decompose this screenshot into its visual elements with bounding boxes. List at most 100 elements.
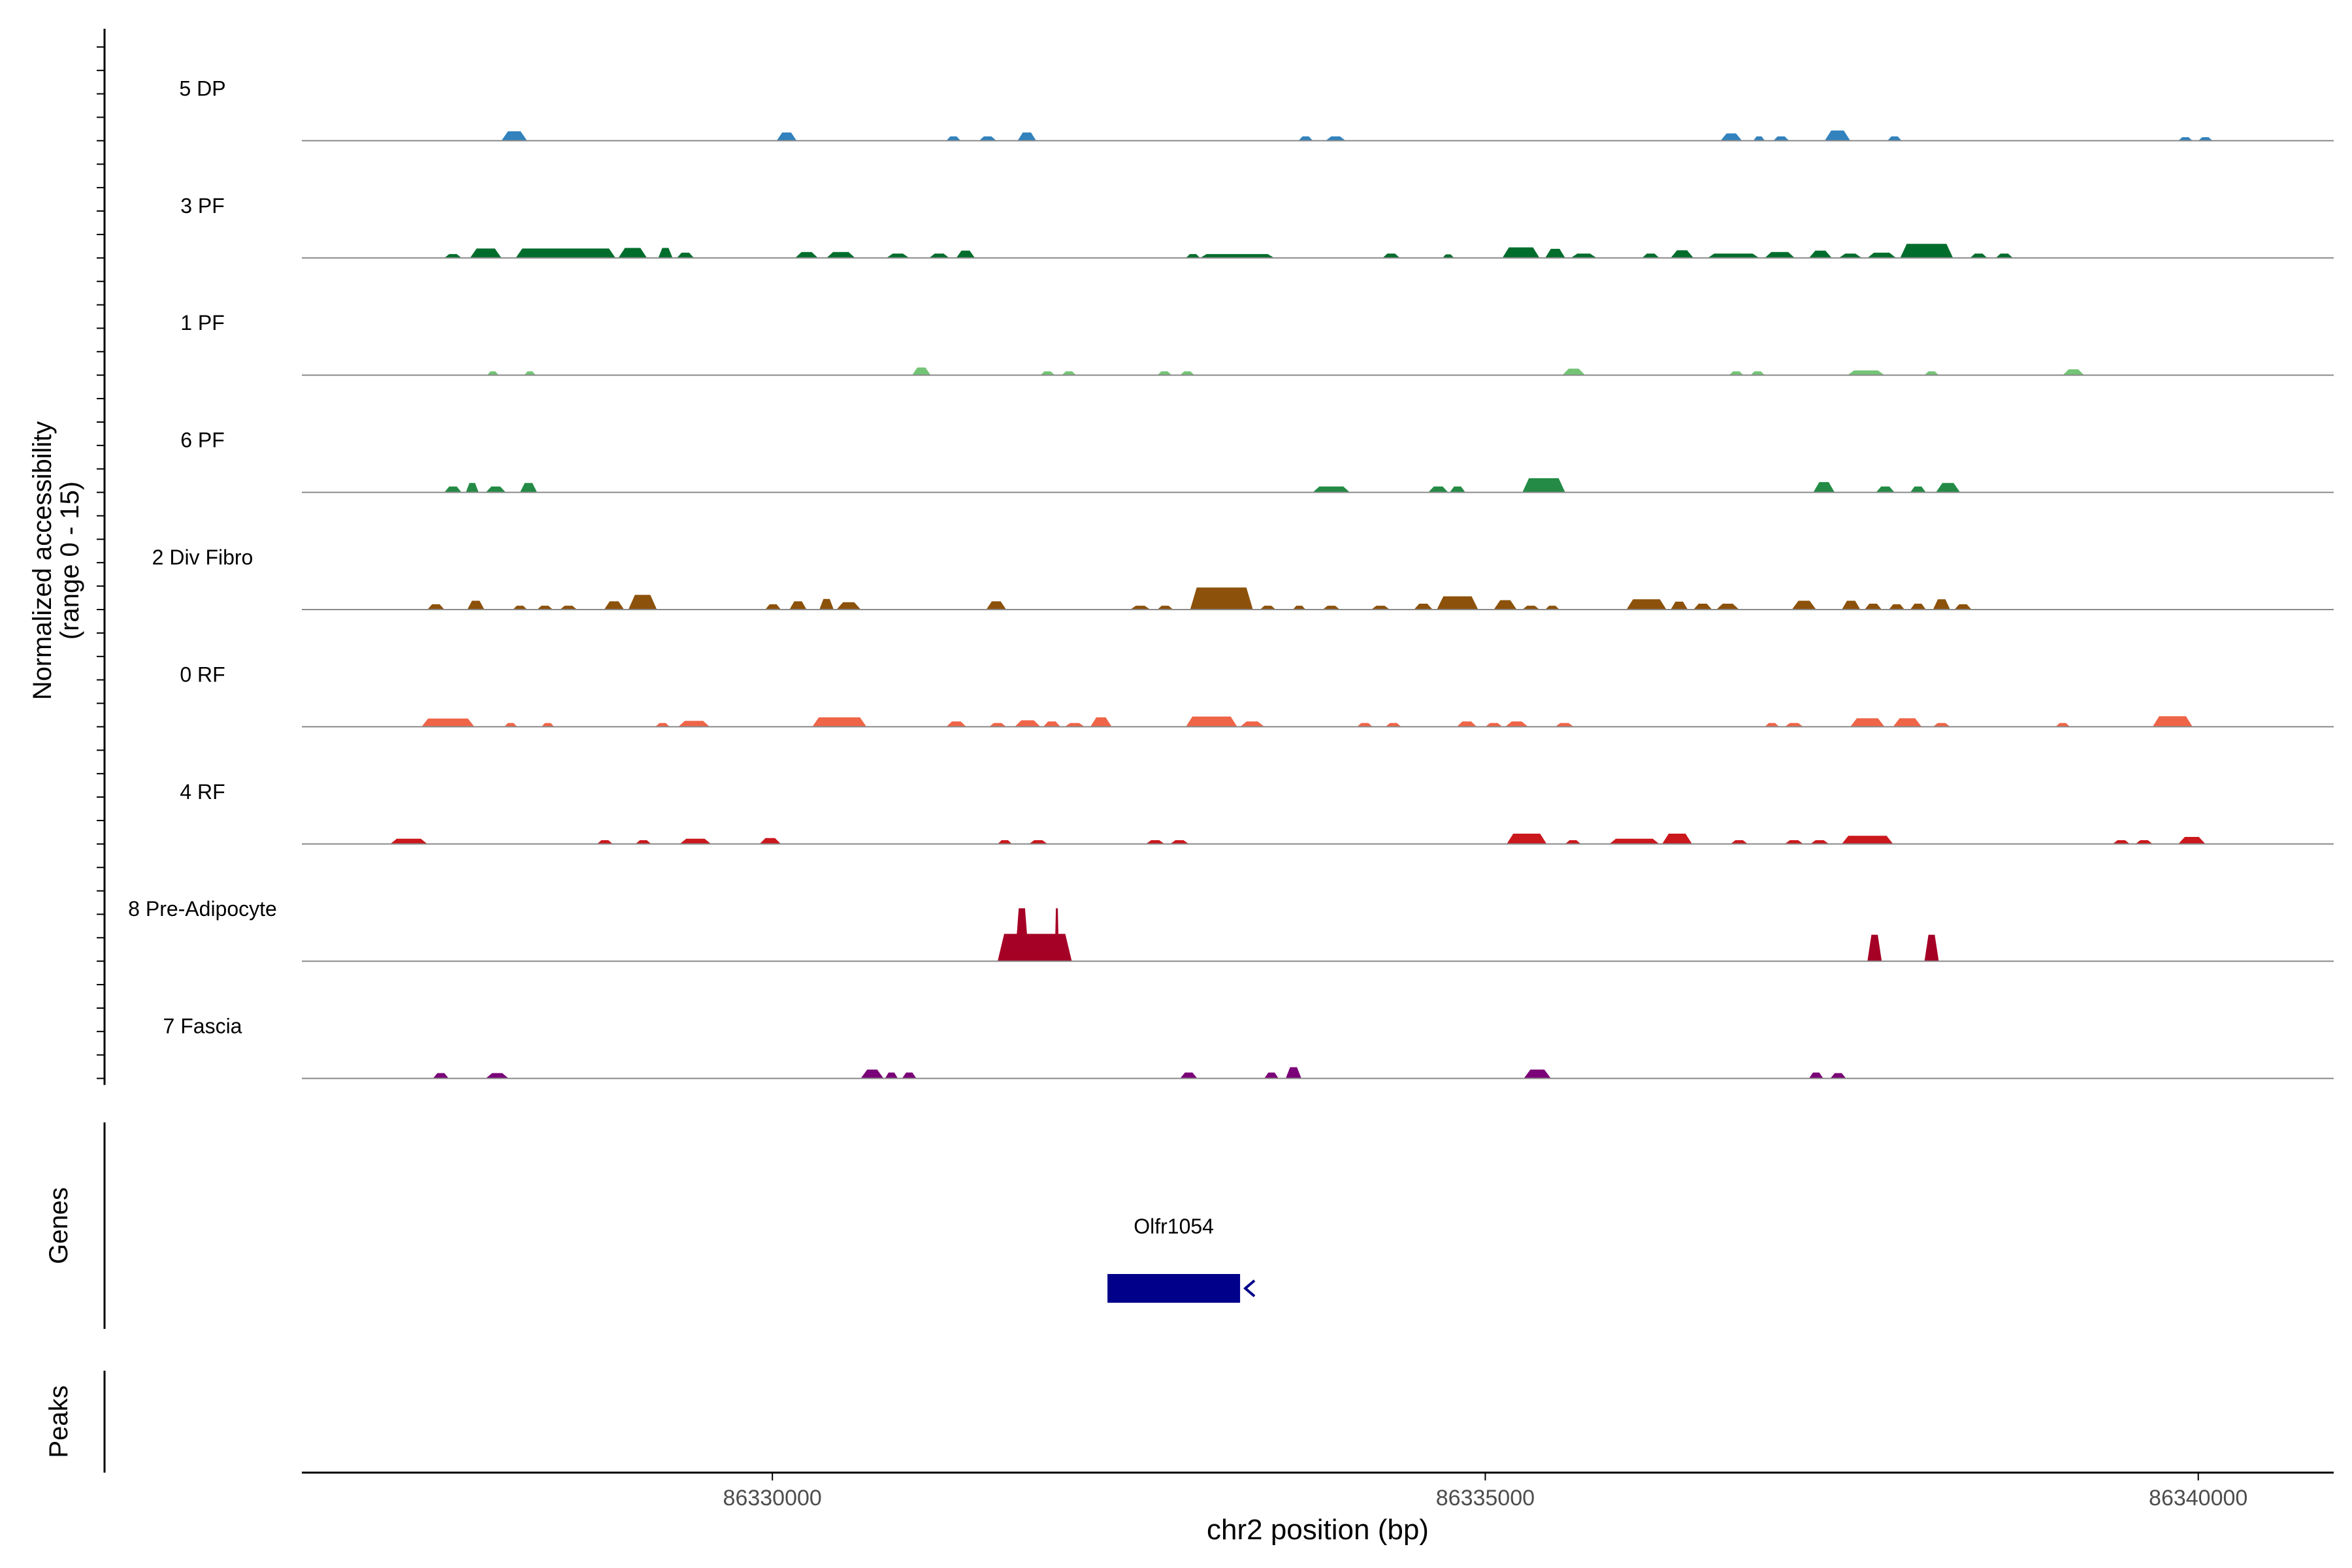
x-axis: 86330000 86335000 86340000	[302, 1471, 2334, 1511]
coverage-peak	[618, 248, 647, 258]
coverage-peak	[1522, 478, 1565, 493]
coverage-peak	[929, 253, 949, 258]
coverage-peak	[1157, 371, 1172, 376]
coverage-peak	[826, 252, 855, 258]
coverage-peak	[886, 253, 909, 258]
track-panel	[302, 130, 2334, 1079]
coverage-peak	[1064, 723, 1085, 727]
coverage-peak	[1200, 253, 1275, 258]
coverage-peak	[596, 840, 613, 844]
coverage-peak	[1626, 599, 1667, 610]
coverage-peak	[1385, 723, 1401, 727]
coverage-peak	[1015, 908, 1030, 962]
coverage-peak	[1933, 723, 1950, 727]
coverage-peak	[1808, 1072, 1823, 1079]
coverage-peak	[2135, 840, 2153, 844]
x-tick-label: 86330000	[723, 1486, 822, 1511]
coverage-peak	[467, 600, 485, 610]
coverage-peak	[1043, 721, 1061, 727]
coverage-peak	[1357, 723, 1373, 727]
coverage-peak	[902, 1072, 917, 1079]
coverage-peak	[1571, 253, 1597, 258]
gene-name: Olfr1054	[1134, 1215, 1214, 1238]
coverage-peak	[1285, 1067, 1301, 1079]
coverage-peak	[1146, 840, 1165, 844]
coverage-peak	[1730, 840, 1748, 844]
coverage-peak	[1813, 482, 1835, 493]
coverage-peak	[1555, 723, 1574, 727]
genes-panel: Olfr1054	[1107, 1215, 1256, 1303]
coverage-peak	[433, 1073, 449, 1079]
coverage-peak	[1924, 371, 1939, 376]
coverage-peak	[979, 136, 996, 141]
coverage-peak	[1054, 908, 1059, 962]
coverage-peak	[912, 367, 931, 376]
coverage-peak	[1240, 721, 1265, 727]
x-axis-label: chr2 position (bp)	[1207, 1514, 1429, 1546]
gene-body	[1107, 1274, 1241, 1303]
coverage-peak	[1264, 1072, 1279, 1079]
coverage-peak	[1910, 604, 1926, 610]
coverage-peak	[655, 723, 670, 727]
coverage-peak	[1671, 601, 1688, 610]
track	[302, 478, 2334, 493]
coverage-peak	[628, 595, 657, 610]
coverage-peak	[1765, 252, 1795, 258]
coverage-peak	[986, 601, 1007, 610]
coverage-peak	[1750, 371, 1765, 376]
coverage-peak	[560, 606, 578, 610]
track-label: 6 PF	[180, 429, 225, 452]
coverage-peak	[1707, 253, 1759, 258]
coverage-peak	[513, 606, 527, 610]
coverage-peak	[1933, 599, 1950, 610]
coverage-peak	[1449, 486, 1465, 493]
coverage-peak	[679, 838, 711, 844]
coverage-peak	[1729, 371, 1744, 376]
coverage-peak	[1867, 252, 1896, 258]
coverage-peak	[1326, 136, 1346, 141]
coverage-peak	[1015, 720, 1041, 727]
coverage-peak	[1791, 600, 1816, 610]
coverage-peak	[1850, 718, 1885, 727]
coverage-peak	[1824, 130, 1851, 141]
coverage-peak	[485, 486, 506, 493]
coverage-peak	[1562, 368, 1586, 376]
y-axis-label-range: (range 0 - 15)	[56, 482, 84, 640]
coverage-peak	[1170, 840, 1189, 844]
coverage-peak	[1808, 250, 1832, 258]
coverage-peak	[946, 721, 966, 727]
track-label: 5 DP	[179, 76, 225, 100]
coverage-peak	[2063, 369, 2085, 376]
coverage-peak	[1545, 248, 1565, 258]
coverage-peak	[444, 253, 462, 258]
track	[302, 130, 2334, 142]
track-label: 4 RF	[180, 780, 225, 804]
coverage-peak	[1157, 606, 1173, 610]
x-tick-label: 86335000	[1436, 1486, 1535, 1511]
coverage-peak	[776, 132, 797, 141]
strand-arrow	[1243, 1279, 1256, 1298]
coverage-peak	[2198, 137, 2213, 141]
coverage-peak	[1753, 136, 1765, 141]
track-label: 3 PF	[180, 194, 225, 218]
coverage-peak	[421, 718, 475, 727]
coverage-peak	[1017, 132, 1036, 141]
coverage-peak	[1040, 371, 1055, 376]
coverage-peak	[2152, 716, 2193, 727]
coverage-peak	[1029, 840, 1048, 844]
coverage-peak	[2055, 723, 2070, 727]
coverage-peak	[2112, 840, 2130, 844]
coverage-peak	[1090, 717, 1112, 727]
coverage-peak	[1924, 934, 1939, 962]
coverage-peak	[1414, 604, 1433, 610]
coverage-peak	[1371, 606, 1390, 610]
coverage-peak	[1456, 721, 1477, 727]
coverage-peak	[836, 602, 861, 610]
coverage-peak	[1507, 834, 1547, 844]
coverage-peak	[658, 248, 673, 258]
x-tick-label: 86340000	[2149, 1486, 2247, 1511]
coverage-peak	[860, 1070, 884, 1079]
coverage-peak	[795, 252, 818, 258]
coverage-peak	[678, 721, 710, 727]
